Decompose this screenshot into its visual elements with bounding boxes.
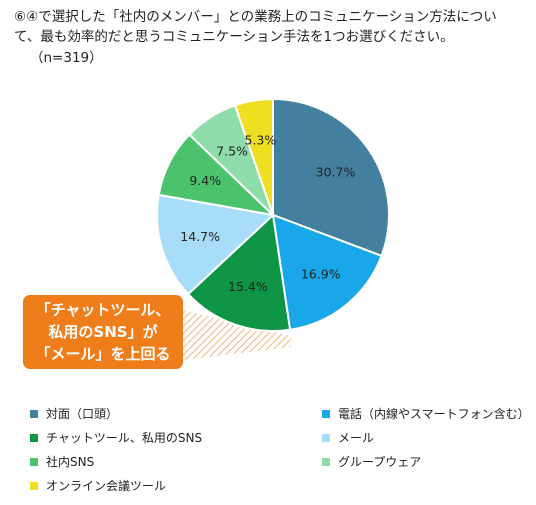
slice-value-label-3: 15.4% [228, 279, 268, 294]
legend-item-1: 対面（口頭） [30, 405, 118, 422]
legend-label: オンライン会議ツール [46, 479, 167, 493]
pie-slice-1 [272, 97, 390, 258]
pie-slice-2 [271, 213, 383, 331]
slice-value-label-5: 9.4% [189, 173, 221, 188]
legend-swatch [30, 481, 38, 490]
pie-slice-3 [186, 212, 292, 332]
legend-swatch [30, 409, 38, 418]
question-line-2: て、最も効率的だと思うコミュニケーション手法を1つお選びください。 [14, 29, 454, 45]
legend-swatch [322, 409, 330, 418]
callout-box: 「チャットツール、 私用のSNS」が 「メール」を上回る [23, 295, 183, 369]
legend-label: 社内SNS [46, 455, 95, 469]
legend-item-2: 電話（内線やスマートフォン含む） [322, 405, 530, 422]
sample-size: （n=319） [30, 50, 103, 66]
question-text: ⑥④で選択した「社内のメンバー」との業務上のコミュニケーション方法につい て、最… [14, 7, 526, 47]
slice-value-label-2: 16.9% [301, 267, 341, 282]
legend-item-4: メール [322, 429, 374, 446]
legend-label: チャットツール、私用のSNS [46, 431, 203, 445]
slice-value-label-7: 5.3% [245, 133, 277, 148]
slice-value-label-4: 14.7% [180, 229, 220, 244]
legend-item-5: 社内SNS [30, 453, 94, 470]
legend-label: メール [338, 431, 375, 445]
legend-label: グループウェア [338, 455, 422, 469]
callout-line-3: 「メール」を上回る [35, 345, 171, 363]
pie-slice-7 [233, 97, 274, 216]
callout-pointer-hatch [170, 307, 291, 360]
legend-swatch [30, 457, 38, 466]
legend-label: 対面（口頭） [46, 407, 119, 421]
slice-value-label-1: 30.7% [316, 164, 356, 179]
legend-swatch [30, 433, 38, 442]
legend-item-7: オンライン会議ツール [30, 477, 166, 494]
pie-slice-4 [156, 193, 276, 296]
slice-value-label-6: 7.5% [216, 143, 248, 158]
legend-label: 電話（内線やスマートフォン含む） [338, 407, 530, 421]
callout-line-2: 私用のSNS」が [48, 323, 158, 341]
legend-swatch [322, 457, 330, 466]
legend-item-6: グループウェア [322, 453, 421, 470]
callout-line-1: 「チャットツール、 [35, 301, 171, 319]
question-line-1: ⑥④で選択した「社内のメンバー」との業務上のコミュニケーション方法につい [14, 9, 497, 25]
legend-item-3: チャットツール、私用のSNS [30, 429, 202, 446]
legend-swatch [322, 433, 330, 442]
